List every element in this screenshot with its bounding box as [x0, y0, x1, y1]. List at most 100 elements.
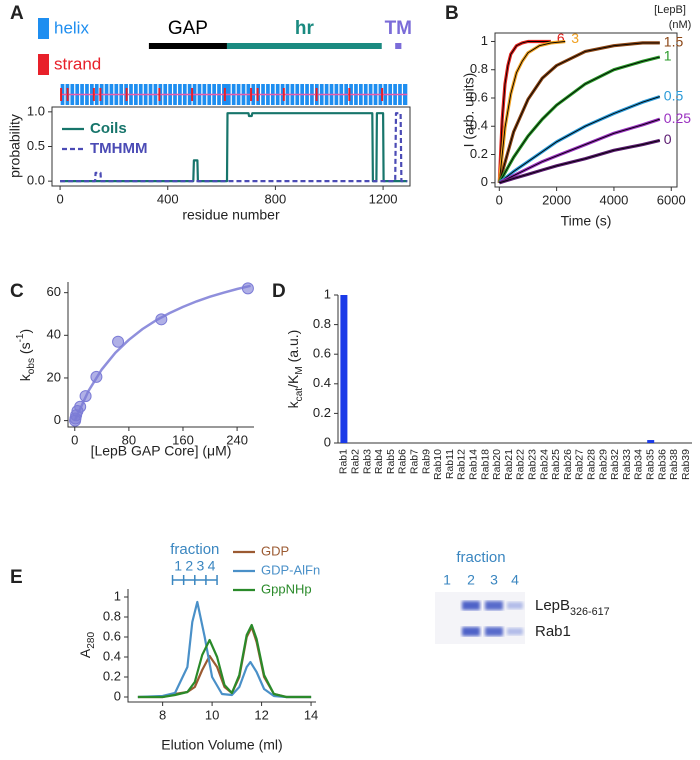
x-axis-label: residue number: [182, 207, 280, 223]
x-tick-label: Rab27: [574, 449, 586, 480]
label-part: k: [285, 400, 301, 408]
y-tick-label: 0: [481, 174, 488, 189]
fraction-number: 3: [196, 558, 204, 574]
x-tick-label: Rab32: [609, 449, 621, 480]
x-tick-label: Rab18: [479, 449, 491, 480]
strand-mark: [158, 88, 161, 101]
x-tick-label: 160: [172, 432, 194, 447]
legend-swatch: [38, 18, 49, 39]
x-tick-label: Rab29: [597, 449, 609, 480]
gel-lane: 4: [511, 572, 519, 588]
series-line: [60, 112, 408, 183]
gel-lane: 1: [443, 572, 451, 588]
y-tick-label: 1.0: [27, 103, 45, 118]
label-part: k: [17, 373, 33, 381]
y-tick-label: 60: [47, 284, 61, 299]
x-tick-label: 800: [265, 191, 287, 206]
gel-band: [485, 627, 503, 636]
legend-label: TMHMM: [90, 140, 147, 157]
label-part: ): [17, 329, 33, 334]
y-tick-label: 0.2: [470, 146, 488, 161]
fraction-number: 4: [208, 558, 216, 574]
label-part: obs: [26, 358, 37, 374]
x-tick-label: Rab7: [408, 449, 420, 474]
gel-band: [507, 628, 523, 635]
strand-mark: [60, 88, 63, 101]
x-axis-label: Elution Volume (ml): [161, 737, 282, 753]
x-tick-label: Rab3: [361, 449, 373, 474]
x-tick-label: 1200: [369, 191, 398, 206]
y-tick-label: 0.6: [313, 346, 331, 361]
panel-label: D: [272, 281, 286, 302]
label-part: 280: [86, 632, 97, 649]
strand-mark: [223, 88, 226, 101]
gel-band: [462, 601, 480, 610]
label-part: cat: [294, 388, 305, 402]
x-axis-label: [LepB GAP Core] (μM): [91, 443, 232, 459]
series-label: 0.5: [664, 87, 684, 103]
x-tick-label: Rab21: [503, 449, 515, 480]
plot-frame: [494, 32, 678, 188]
x-tick-label: 0: [56, 191, 63, 206]
y-axis-label: I (arb. units): [461, 73, 477, 148]
x-tick-label: Rab26: [562, 449, 574, 480]
fit-line: [73, 284, 251, 422]
legend-label: strand: [54, 54, 101, 73]
panel-label: E: [10, 567, 23, 588]
series-label: 1.5: [664, 34, 684, 50]
x-tick-label: Rab34: [633, 449, 645, 480]
legend-swatch: [38, 54, 49, 75]
y-tick-label: 0.4: [313, 375, 331, 390]
y-tick-label: 0.4: [470, 118, 488, 133]
label-part: 326-617: [570, 606, 610, 618]
strand-mark: [66, 88, 69, 101]
x-tick-label: Rab10: [432, 449, 444, 480]
y-tick-label: 1: [481, 33, 488, 48]
label-part: A: [77, 648, 93, 658]
legend-label: GppNHp: [261, 581, 312, 596]
strand-mark: [99, 88, 102, 101]
y-axis-label: A280: [77, 632, 97, 659]
label-part: M: [294, 366, 305, 374]
legend-label: helix: [54, 18, 89, 37]
y-axis-label: probability: [7, 114, 23, 178]
gel-title: fraction: [456, 549, 505, 566]
series-label: 3: [571, 30, 579, 46]
x-tick-label: Rab38: [668, 449, 680, 480]
y-tick-label: 0: [54, 412, 61, 427]
axes: [127, 589, 316, 703]
series-label: 6: [557, 30, 565, 46]
fraction-label: fraction: [170, 541, 219, 558]
x-tick-label: 400: [157, 191, 179, 206]
fit-line: [499, 96, 660, 184]
label-part: (a.u.): [285, 330, 301, 367]
fit-line: [498, 42, 660, 183]
x-tick-label: 6000: [657, 192, 686, 207]
bar: [647, 440, 655, 443]
panel-label: C: [10, 281, 24, 302]
band-label: LepB326-617: [535, 597, 610, 618]
gel-band: [462, 627, 480, 636]
strand-mark: [125, 88, 128, 101]
gel-lane: 2: [467, 572, 475, 588]
fit-line: [498, 56, 660, 184]
x-tick-label: Rab35: [644, 449, 656, 480]
x-tick-label: Rab1: [338, 449, 350, 474]
fraction-number: 1: [174, 558, 182, 574]
label-part: Rab1: [535, 623, 571, 640]
y-tick-label: 1: [114, 588, 121, 603]
x-tick-label: 240: [226, 432, 248, 447]
y-tick-label: 0.6: [103, 628, 121, 643]
series-line: [60, 112, 408, 183]
strand-mark: [256, 88, 259, 101]
x-tick-label: Rab39: [680, 449, 692, 480]
x-tick-label: 0: [71, 432, 78, 447]
series-line: [137, 600, 312, 699]
gel-band: [485, 601, 503, 610]
series-label: 1: [664, 48, 672, 64]
x-tick-label: 0: [496, 192, 503, 207]
x-tick-label: Rab2: [349, 449, 361, 474]
x-tick-label: 8: [159, 707, 166, 722]
domain-label: TM: [385, 18, 412, 39]
y-axis-label: kobs (s-1): [15, 329, 37, 381]
